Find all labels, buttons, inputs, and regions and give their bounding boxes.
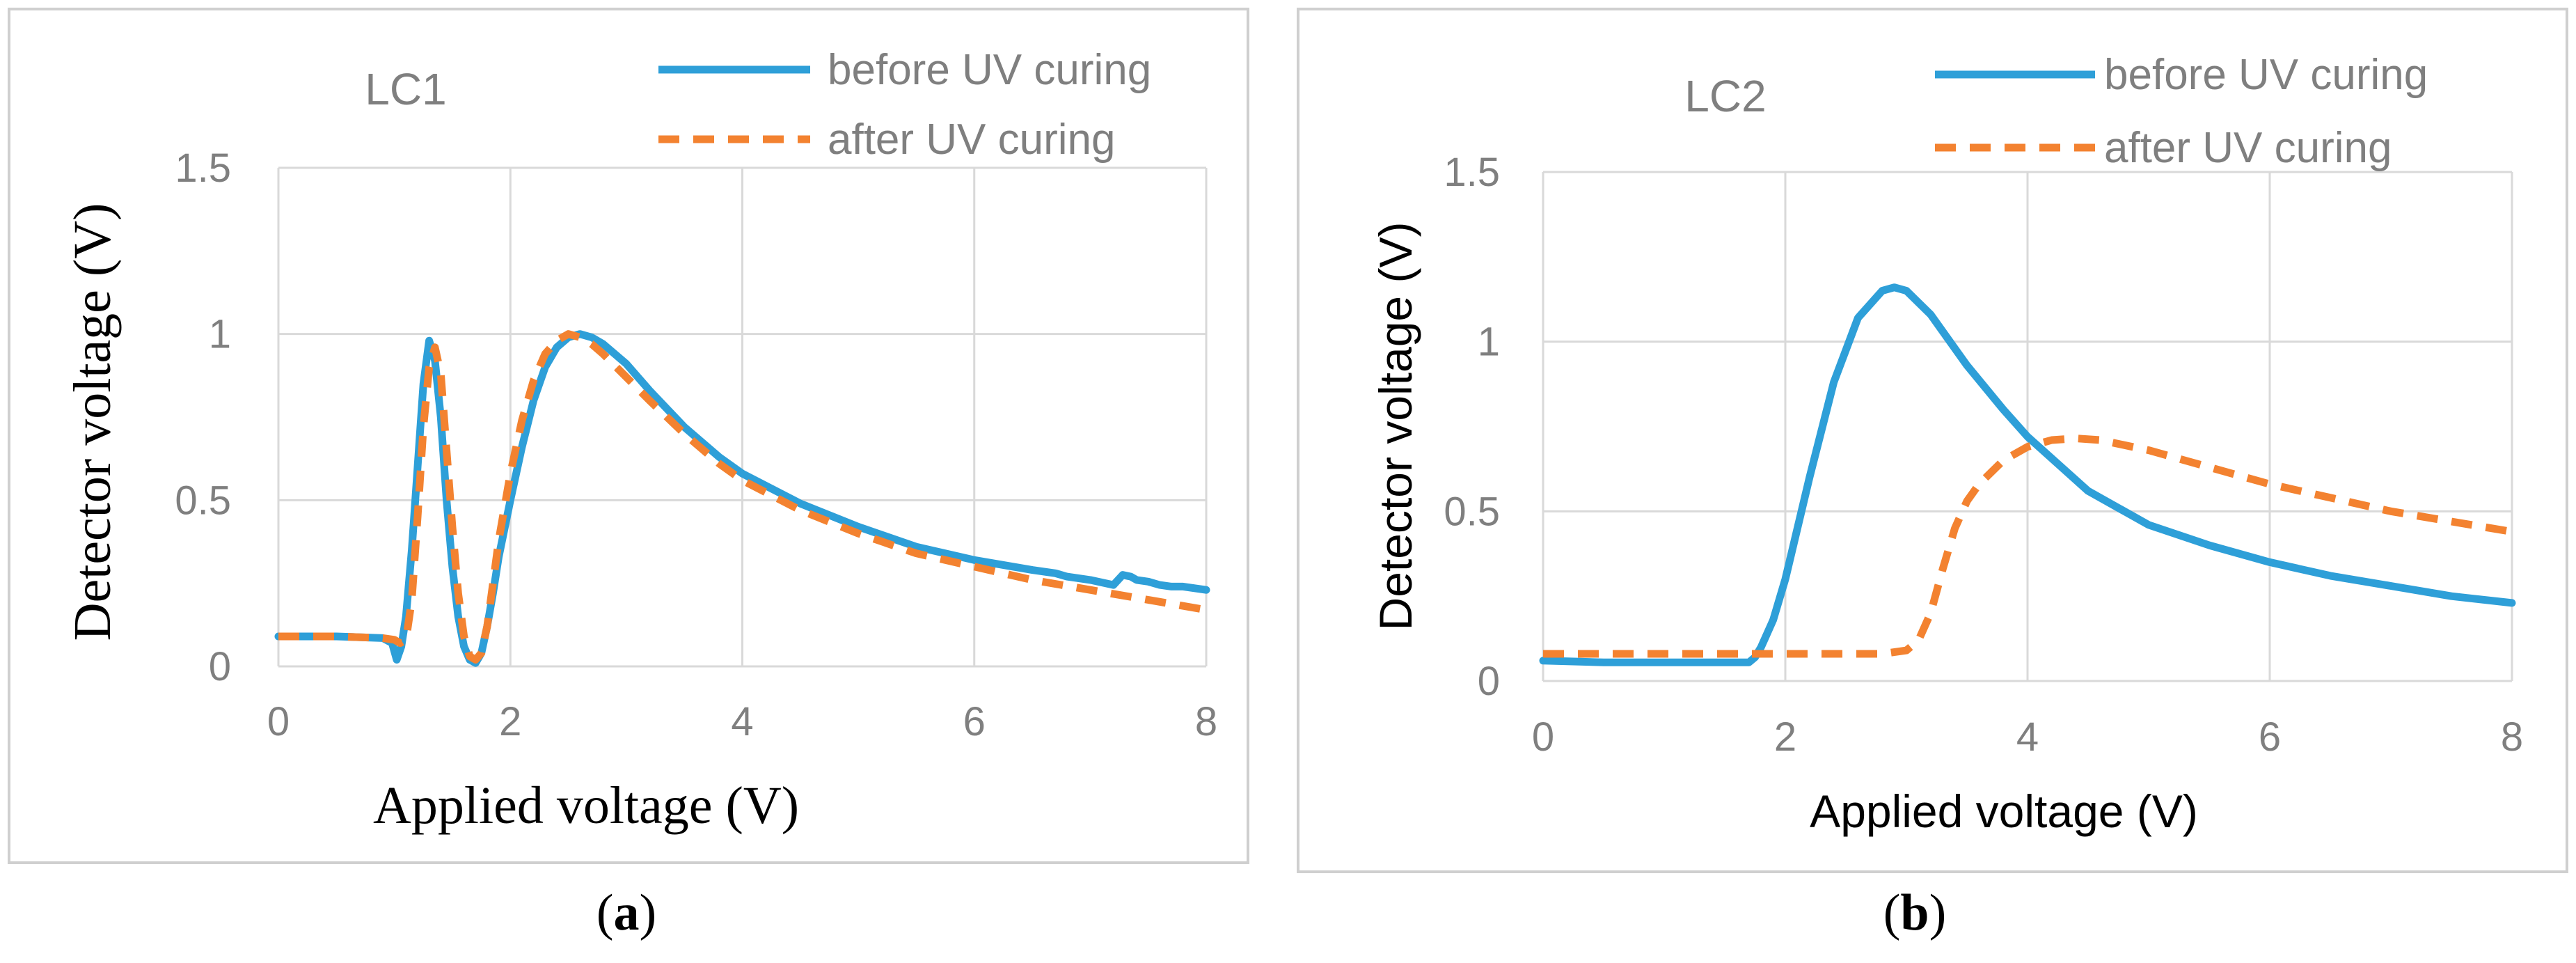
panel-a: 0 2 4 6 8 0 0.5 1 1.5 LC1 before UV curing after UV… bbox=[8, 8, 1249, 941]
y-axis-label: Detector voltage (V) bbox=[1370, 222, 1421, 631]
x-tick-label: 0 bbox=[1532, 714, 1554, 760]
y-tick-label: 1 bbox=[209, 312, 231, 357]
x-tick-label: 2 bbox=[499, 699, 521, 744]
legend-label: before UV curing bbox=[2104, 51, 2428, 99]
chart-title: LC2 bbox=[1684, 71, 1766, 121]
x-tick-label: 8 bbox=[1195, 699, 1217, 744]
y-tick-label: 1.5 bbox=[175, 146, 231, 191]
panel-label: (a) bbox=[596, 884, 656, 941]
x-tick-label: 0 bbox=[267, 699, 290, 744]
x-tick-label: 4 bbox=[2016, 714, 2039, 760]
x-axis-label: Applied voltage (V) bbox=[373, 776, 799, 835]
legend-label: after UV curing bbox=[2104, 124, 2392, 172]
panel-label: (b) bbox=[1883, 884, 1946, 941]
y-axis-label: Detector voltage (V) bbox=[63, 203, 122, 641]
y-tick-label: 0 bbox=[209, 644, 231, 689]
x-axis-label: Applied voltage (V) bbox=[1810, 785, 2198, 837]
chart-frame bbox=[1297, 8, 2568, 873]
x-tick-label: 2 bbox=[1774, 714, 1796, 760]
y-tick-label: 0 bbox=[1478, 659, 1500, 704]
chart-frame bbox=[8, 8, 1249, 864]
series-line-after-uv bbox=[278, 330, 1207, 664]
panel-b: 0 2 4 6 8 0 0.5 1 1.5 LC2 before UV curing after UV… bbox=[1297, 8, 2568, 941]
series-line-before-uv bbox=[1539, 283, 2516, 666]
series-line-after-uv bbox=[1543, 434, 2513, 658]
y-tick-label: 1.5 bbox=[1444, 150, 1500, 195]
chart-title: LC1 bbox=[365, 64, 446, 114]
y-tick-label: 0.5 bbox=[1444, 489, 1500, 534]
x-tick-label: 6 bbox=[2259, 714, 2281, 760]
series-line-before-uv bbox=[274, 330, 1210, 667]
legend-label: before UV curing bbox=[828, 46, 1151, 94]
x-tick-label: 8 bbox=[2501, 714, 2523, 760]
x-tick-label: 6 bbox=[963, 699, 986, 744]
legend-label: after UV curing bbox=[828, 116, 1116, 164]
x-tick-label: 4 bbox=[731, 699, 753, 744]
y-tick-label: 0.5 bbox=[175, 478, 231, 523]
y-tick-label: 1 bbox=[1478, 320, 1500, 365]
